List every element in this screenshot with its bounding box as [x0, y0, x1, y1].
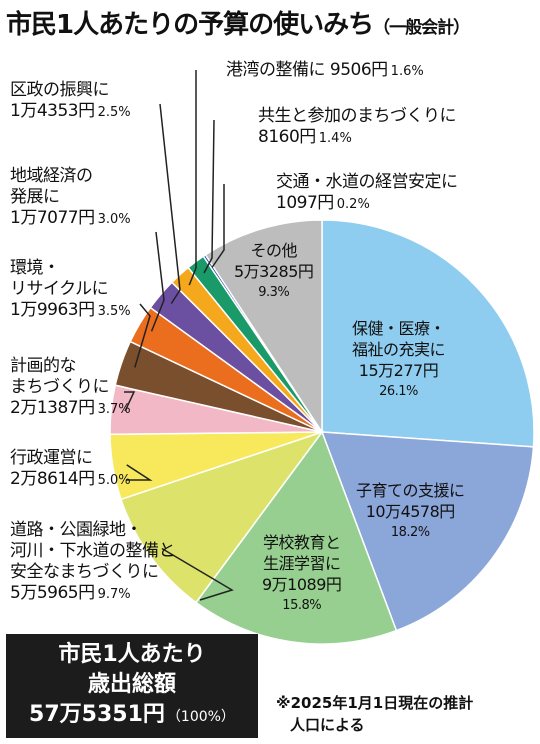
- leader-line-ward-admin: [159, 103, 181, 305]
- label-childcare-line-1: 子育ての支援に: [356, 481, 465, 500]
- label-roads-line-1: 道路・公園緑地・: [10, 520, 143, 540]
- chart-title-main: 市民1人あたりの予算の使いみち: [6, 10, 374, 40]
- label-community-line-1: 共生と参加のまちづくりに: [258, 106, 457, 126]
- label-port-percent: 1.6%: [390, 64, 424, 79]
- label-port-amount: 9506円: [329, 60, 388, 80]
- label-roads-percent: 9.7%: [97, 587, 131, 602]
- pie-slice-other: [204, 219, 323, 435]
- pie-slice-education: [194, 430, 398, 645]
- total-percent: （100%）: [166, 709, 235, 725]
- label-economy-line-1: 地域経済の: [10, 166, 93, 186]
- label-other-amount: 5万3285円: [234, 262, 314, 281]
- label-education-line-2: 生涯学習に: [262, 554, 341, 573]
- label-ward-admin-amount: 1万4353円: [10, 101, 95, 121]
- label-transport-line-1: 交通・水道の経営安定に: [276, 172, 458, 192]
- footnote-line-1: ※2025年1月1日現在の推計: [276, 694, 474, 712]
- leader-line-administration: [126, 464, 153, 481]
- leader-line-city-planning: [124, 391, 136, 412]
- label-childcare-amount: 10万4578円: [365, 502, 456, 521]
- label-economy-amount: 1万7077円: [10, 208, 95, 228]
- pie-slice-roads: [120, 430, 325, 604]
- pie-slice-health: [321, 219, 535, 448]
- chart-title-sub: （一般会計）: [373, 18, 470, 38]
- label-transport: 交通・水道の経営安定に 1097円 0.2%: [276, 172, 458, 215]
- label-economy-percent: 3.0%: [97, 212, 131, 227]
- label-roads-line-3: 安全なまちづくりに: [10, 562, 159, 582]
- leader-line-transport: [211, 184, 225, 268]
- label-childcare: 子育ての支援に 10万4578円 18.2%: [356, 480, 465, 543]
- label-economy-line-2: 発展に: [10, 187, 60, 207]
- label-administration: 行政運営に 2万8614円 5.0%: [10, 448, 131, 491]
- leader-line-port: [188, 70, 197, 286]
- total-amount: 57万5351円: [29, 702, 165, 727]
- label-childcare-percent: 18.2%: [390, 525, 430, 540]
- leader-line-environment: [134, 303, 151, 368]
- total-line-2: 歳出総額: [87, 672, 176, 697]
- leader-lines: [124, 70, 234, 601]
- label-city-planning: 計画的な まちづくりに 2万1387円 3.7%: [10, 356, 131, 420]
- label-ward-admin-percent: 2.5%: [97, 105, 131, 120]
- leader-line-economy: [150, 231, 165, 332]
- label-environment-line-1: 環境・: [10, 258, 60, 278]
- label-health-line-1: 保健・医療・: [352, 319, 446, 338]
- label-transport-amount: 1097円: [276, 193, 334, 213]
- label-education: 学校教育と 生涯学習に 9万1089円 15.8%: [262, 532, 342, 616]
- label-community: 共生と参加のまちづくりに 8160円 1.4%: [258, 106, 457, 149]
- label-roads: 道路・公園緑地・ 河川・下水道の整備と 安全なまちづくりに 5万5965円 9.7…: [10, 520, 176, 605]
- label-community-percent: 1.4%: [318, 131, 352, 146]
- footnote-line-2: 人口による: [290, 716, 365, 734]
- label-ward-admin-line-1: 区政の振興に: [10, 80, 109, 100]
- total-box: 市民1人あたり 歳出総額 57万5351円 （100%）: [6, 634, 258, 738]
- label-transport-percent: 0.2%: [336, 197, 370, 212]
- label-ward-admin: 区政の振興に 1万4353円 2.5%: [10, 80, 131, 123]
- footnote: ※2025年1月1日現在の推計 人口による: [276, 692, 473, 736]
- pie-slice-childcare: [320, 431, 535, 632]
- label-education-percent: 15.8%: [282, 598, 322, 613]
- label-education-line-1: 学校教育と: [262, 533, 341, 552]
- label-other: その他 5万3285円 9.3%: [234, 240, 314, 303]
- label-environment-line-2: リサイクルに: [10, 279, 109, 299]
- leader-line-community: [203, 119, 215, 274]
- total-line-1: 市民1人あたり: [58, 642, 206, 667]
- label-administration-line-1: 行政運営に: [10, 448, 93, 468]
- label-environment-amount: 1万9963円: [10, 300, 95, 320]
- label-environment: 環境・ リサイクルに 1万9963円 3.5%: [10, 258, 131, 322]
- leader-line-roads: [161, 547, 234, 601]
- label-port-line-1: 港湾の整備に: [226, 60, 326, 80]
- label-port: 港湾の整備に 9506円 1.6%: [226, 60, 424, 82]
- label-education-amount: 9万1089円: [262, 575, 342, 594]
- label-environment-percent: 3.5%: [97, 304, 131, 319]
- label-health-percent: 26.1%: [379, 384, 418, 399]
- chart-title: 市民1人あたりの予算の使いみち（一般会計）: [6, 4, 470, 41]
- label-health-line-2: 福祉の充実に: [352, 340, 446, 359]
- label-city-planning-percent: 3.7%: [97, 402, 131, 417]
- pie-slices: [109, 219, 535, 645]
- label-health-amount: 15万277円: [358, 361, 439, 380]
- label-city-planning-line-1: 計画的な: [10, 356, 76, 376]
- label-community-amount: 8160円: [258, 127, 316, 147]
- label-roads-amount: 5万5965円: [10, 583, 95, 603]
- label-roads-line-2: 河川・下水道の整備と: [10, 541, 176, 561]
- label-economy: 地域経済の 発展に 1万7077円 3.0%: [10, 166, 131, 230]
- label-city-planning-line-2: まちづくりに: [10, 377, 109, 397]
- label-other-percent: 9.3%: [258, 285, 290, 300]
- label-administration-percent: 5.0%: [97, 473, 131, 488]
- label-administration-amount: 2万8614円: [10, 469, 95, 489]
- label-other-line-1: その他: [250, 241, 297, 260]
- label-health: 保健・医療・ 福祉の充実に 15万277円 26.1%: [352, 318, 446, 402]
- label-city-planning-amount: 2万1387円: [10, 398, 95, 418]
